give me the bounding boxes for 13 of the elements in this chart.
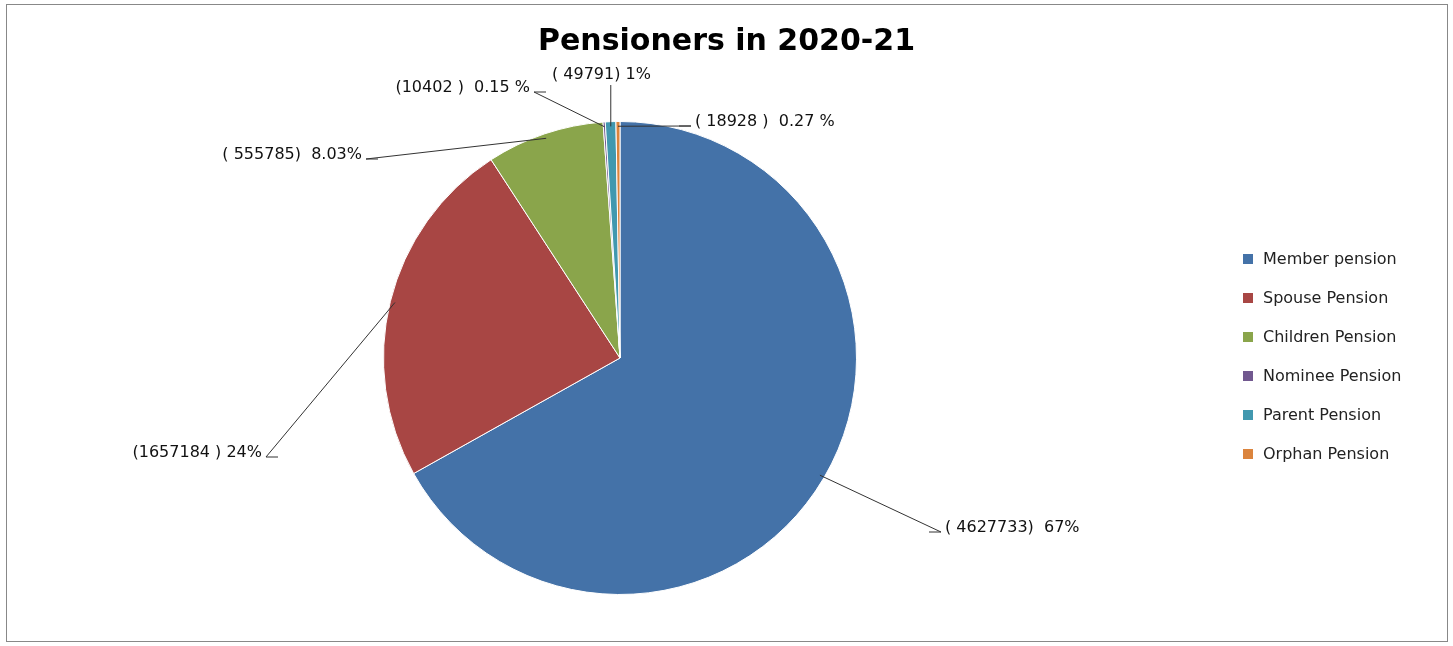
data-label: ( 18928 ) 0.27 % [695, 111, 835, 131]
legend-label: Member pension [1263, 249, 1397, 268]
data-label: ( 4627733) 67% [945, 517, 1080, 537]
data-label: (10402 ) 0.15 % [395, 77, 530, 97]
legend-label: Spouse Pension [1263, 288, 1389, 307]
legend-label: Children Pension [1263, 327, 1397, 346]
legend-label: Orphan Pension [1263, 444, 1390, 463]
data-label: ( 49791) 1% [552, 64, 651, 84]
legend-label: Nominee Pension [1263, 366, 1402, 385]
data-label: (1657184 ) 24% [132, 442, 262, 462]
data-label: ( 555785) 8.03% [222, 144, 362, 164]
legend-label: Parent Pension [1263, 405, 1382, 424]
chart-title: Pensioners in 2020-21 [537, 22, 916, 57]
